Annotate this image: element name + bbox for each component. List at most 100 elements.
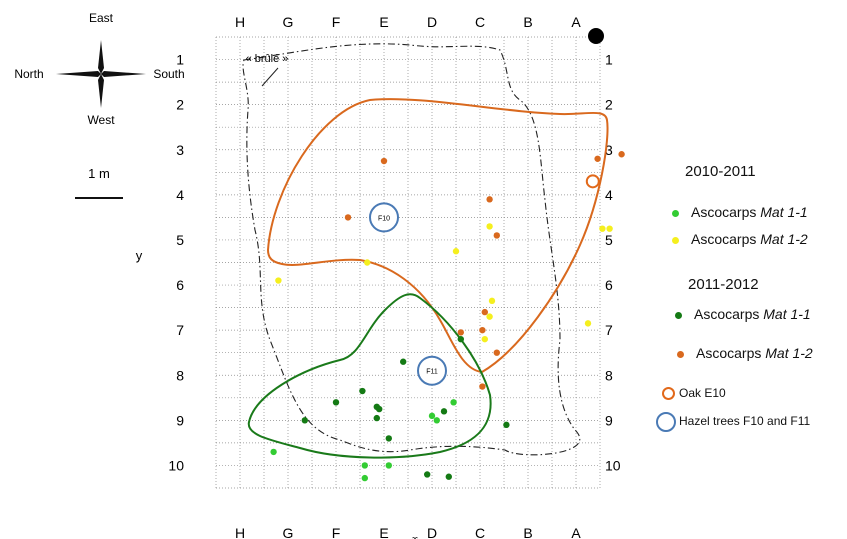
column-label-bottom: G [283,525,294,539]
burnt-label-pointer [261,67,279,87]
row-label-right: 2 [605,97,613,113]
ascocarp-mat12_2011 [486,196,493,203]
row-label-right: 6 [605,277,613,293]
row-label-left: 6 [176,277,184,293]
ascocarp-mat12_2010 [275,277,282,284]
row-label-right: 8 [605,367,613,383]
compass-north: North [14,67,43,81]
hazel-tree-icon [417,355,447,386]
column-label-bottom: H [235,525,245,539]
ascocarp-mat11_2010 [450,399,457,406]
ascocarp-mat12_2011 [479,326,486,334]
ascocarp-mat12_2011 [380,157,388,165]
corner-marker [588,28,604,44]
ascocarp-mat11_2011 [457,335,464,343]
compass-east: East [89,11,114,25]
ascocarp-mat12_2010 [488,297,496,305]
column-label-top: C [475,14,485,30]
ascocarp-mat12_2010 [486,313,493,320]
ascocarp-mat12_2011 [618,151,625,158]
ascocarp-mat11_2011 [301,417,308,424]
ascocarp-mat12_2010 [599,225,606,232]
row-label-left: 1 [176,52,184,68]
hazel-tree-label: F11 [426,369,438,376]
grid [215,36,601,489]
row-label-right: 10 [605,457,621,473]
row-label-right: 3 [605,142,613,158]
ascocarp-mat11_2011 [503,421,510,429]
ascocarp-mat11_2010 [433,417,440,424]
row-label-left: 10 [168,457,184,473]
ascocarp-mat11_2011 [373,414,380,422]
row-label-left: 5 [176,232,184,248]
row-label-right: 1 [605,52,613,68]
orange-zone-outline [266,98,609,374]
column-label-top: H [235,14,245,30]
row-label-left: 8 [176,367,184,383]
column-label-bottom: A [571,525,581,539]
column-label-bottom: E [379,525,388,539]
ascocarp-mat12_2010 [606,225,613,232]
y-axis-label: y [136,248,143,263]
ascocarp-mat12_2011 [479,383,486,390]
row-label-left: 3 [176,142,184,158]
row-label-left: 7 [176,322,184,338]
ascocarp-mat12_2011 [481,308,488,316]
ascocarp-mat12_2010 [584,320,592,327]
ascocarp-mat12_2011 [457,329,464,336]
ascocarp-mat12_2011 [493,349,500,356]
compass-south: South [153,67,184,81]
ascocarp-mat11_2011 [332,399,340,406]
column-label-bottom: F [332,525,341,539]
green-zone-outline [247,293,492,459]
ascocarp-mat11_2010 [361,462,368,469]
column-label-top: A [571,14,581,30]
row-label-right: 7 [605,322,613,338]
hazel-tree-label: F10 [378,215,390,222]
ascocarp-mat12_2010 [486,223,493,230]
bottom-d-glyph: ɤ [412,534,418,539]
ascocarp-mat12_2011 [344,214,352,221]
ascocarp-mat11_2011 [359,387,366,395]
column-label-top: D [427,14,437,30]
column-label-top: E [379,14,388,30]
column-label-bottom: D [427,525,437,539]
ascocarp-mat12_2010 [452,248,460,255]
burnt-zone-outline [242,43,581,456]
ascocarp-mat11_2011 [400,358,407,365]
row-labels-right: 1 2 3 4 5 6 7 8 9 10 [605,52,621,474]
scale-bar-label: 1 m [88,166,110,181]
ascocarp-mat12_2011 [493,232,500,239]
hazel-tree-icon [369,202,399,233]
ascocarp-mat11_2011 [445,473,452,480]
ascocarp-mat11_2011 [385,435,392,442]
row-label-left: 4 [176,187,184,203]
ascocarps-layer [270,151,625,482]
row-label-left: 9 [176,412,184,428]
ascocarp-mat12_2011 [594,155,601,162]
ascocarp-mat12_2010 [481,335,488,343]
row-label-right: 9 [605,412,613,428]
ascocarp-mat11_2011 [376,405,383,413]
row-label-left: 2 [176,97,184,113]
ascocarp-mat12_2010 [364,259,371,266]
ascocarp-mat11_2010 [428,412,436,420]
burnt-label: « brûlé » [246,53,289,65]
ascocarp-mat11_2010 [361,474,368,482]
trees-layer: F10 F11 [369,174,600,386]
column-label-bottom: C [475,525,485,539]
column-label-top: G [283,14,294,30]
row-labels-left: 1 2 3 4 5 6 7 8 9 10 [168,52,184,474]
column-label-bottom: B [523,525,532,539]
compass-west: West [87,113,115,127]
row-label-right: 4 [605,187,613,203]
oak-tree-icon [585,174,600,189]
column-label-top: B [523,14,532,30]
row-label-right: 5 [605,232,613,248]
ascocarp-mat11_2010 [270,448,277,456]
compass-rose-icon [56,40,146,108]
ascocarp-mat11_2010 [385,462,392,469]
